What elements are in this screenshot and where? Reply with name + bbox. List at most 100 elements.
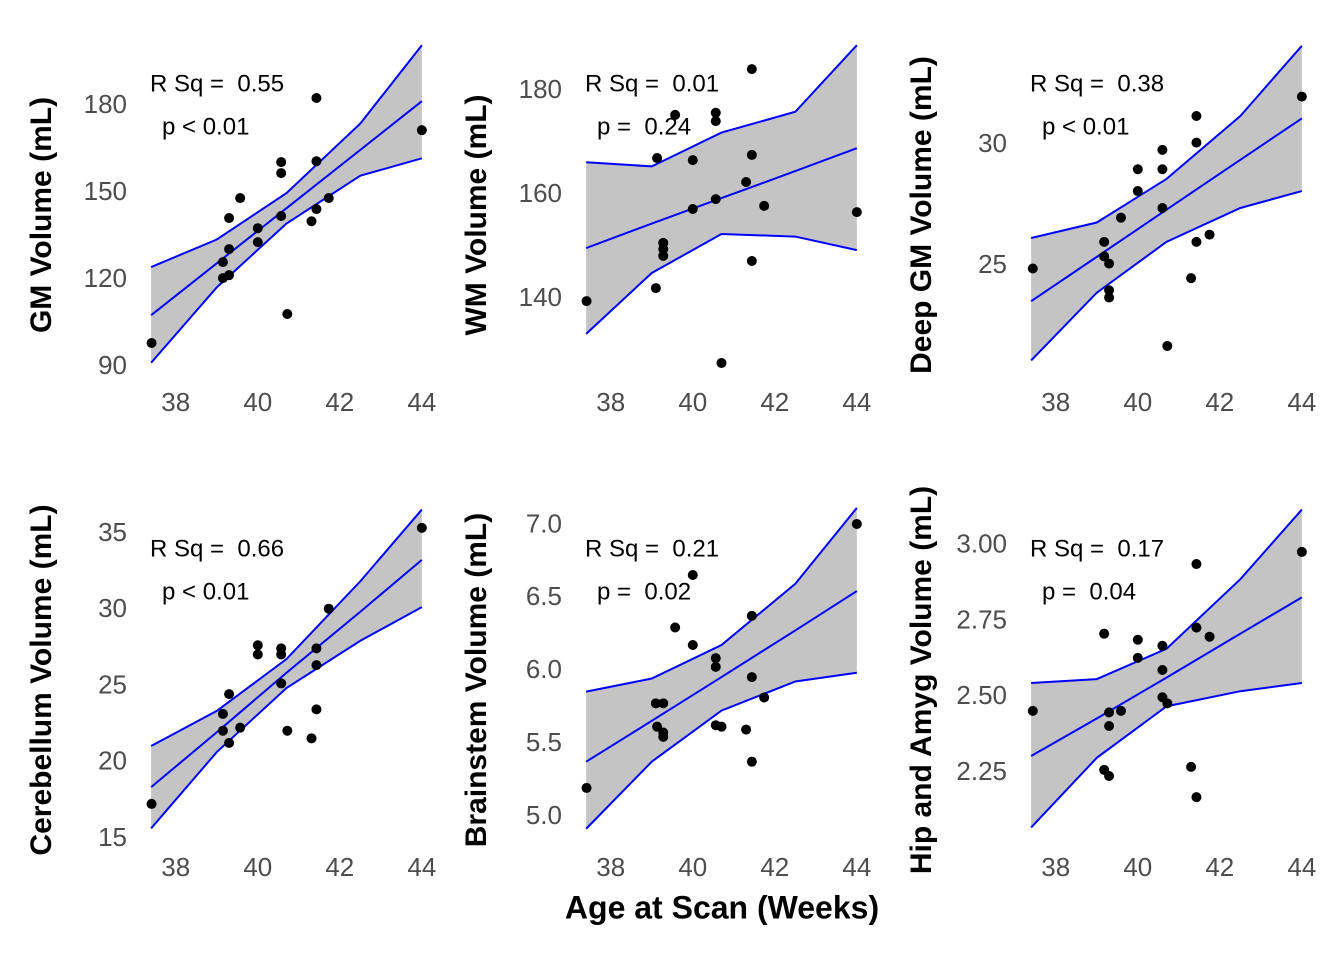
data-point: [1296, 91, 1307, 102]
data-point: [1162, 340, 1173, 351]
data-point: [746, 256, 757, 267]
x-axis-title: Age at Scan (Weeks): [565, 889, 879, 925]
data-point: [851, 518, 862, 529]
x-tick-label: 40: [243, 852, 272, 882]
data-point: [416, 125, 427, 136]
data-point: [1132, 634, 1143, 645]
x-tick-label: 38: [161, 387, 190, 417]
data-point: [235, 193, 246, 204]
data-point: [658, 698, 669, 709]
data-point: [1104, 707, 1115, 718]
confidence-band: [1031, 45, 1302, 361]
x-tick-label: 44: [1287, 852, 1316, 882]
data-point: [252, 649, 263, 660]
annotation: R Sq = 0.17: [1030, 535, 1164, 562]
data-point: [658, 250, 669, 261]
data-point: [224, 244, 235, 255]
data-point: [276, 678, 287, 689]
y-tick-label: 2.25: [956, 756, 1007, 786]
x-tick-label: 44: [407, 387, 436, 417]
data-point: [759, 200, 770, 211]
data-point: [1157, 164, 1168, 175]
data-point: [1099, 628, 1110, 639]
data-point: [1191, 559, 1202, 570]
annotation: p < 0.01: [162, 113, 249, 140]
data-point: [311, 156, 322, 167]
data-point: [276, 168, 287, 179]
data-point: [224, 689, 235, 700]
data-point: [311, 204, 322, 215]
y-tick-label: 6.5: [526, 581, 562, 611]
confidence-line: [150, 606, 423, 829]
data-point: [658, 731, 669, 742]
data-point: [1162, 698, 1173, 709]
data-point: [224, 213, 235, 224]
x-tick-label: 42: [1205, 852, 1234, 882]
data-point: [1027, 263, 1038, 274]
data-point: [1104, 292, 1115, 303]
data-point: [1296, 546, 1307, 557]
confidence-line: [586, 44, 858, 168]
data-point: [146, 798, 157, 809]
annotation: R Sq = 0.21: [585, 535, 719, 562]
data-point: [224, 270, 235, 281]
data-point: [1191, 622, 1202, 633]
data-point: [1104, 285, 1115, 296]
data-point: [710, 194, 721, 205]
confidence-band: [586, 507, 857, 829]
annotation: R Sq = 0.66: [150, 535, 284, 562]
data-point: [1157, 640, 1168, 651]
data-point: [1099, 236, 1110, 247]
data-point: [252, 223, 263, 234]
annotation: p < 0.01: [1042, 113, 1129, 140]
data-point: [746, 64, 757, 75]
confidence-line: [1030, 190, 1303, 362]
y-axis-title: GM Volume (mL): [25, 97, 58, 333]
data-point: [282, 309, 293, 320]
y-axis-title: Deep GM Volume (mL): [905, 56, 938, 374]
data-point: [687, 570, 698, 580]
data-point: [217, 708, 228, 719]
panel: 38 40 42 44 15 20 25 30 35 Cerebellum Volume (mL)…: [25, 504, 436, 881]
annotation: p = 0.24: [597, 113, 691, 140]
y-axis-title: Hip and Amyg Volume (mL): [905, 486, 938, 874]
annotation: p = 0.04: [1042, 578, 1136, 605]
x-tick-label: 44: [842, 387, 871, 417]
data-point: [1132, 186, 1143, 197]
x-tick-label: 38: [596, 852, 625, 882]
fit-line: [585, 590, 858, 763]
y-axis-title: Cerebellum Volume (mL): [25, 504, 58, 855]
panel: 38 40 42 44 140 160 180 WM Volume (mL) R Sq = 0.…: [460, 44, 871, 417]
data-point: [716, 357, 727, 368]
data-point: [276, 649, 287, 660]
y-tick-label: 5.0: [526, 800, 562, 830]
annotation: R Sq = 0.38: [1030, 70, 1164, 97]
data-point: [741, 724, 752, 735]
data-point: [650, 698, 661, 709]
data-point: [276, 211, 287, 222]
data-point: [306, 216, 317, 227]
x-tick-label: 44: [407, 852, 436, 882]
confidence-line: [1031, 508, 1303, 685]
data-point: [746, 756, 757, 767]
confidence-line: [585, 507, 858, 693]
y-tick-label: 90: [98, 350, 127, 380]
data-point: [1104, 770, 1115, 781]
data-point: [710, 661, 721, 672]
data-point: [1157, 202, 1168, 213]
x-tick-label: 38: [596, 387, 625, 417]
x-tick-label: 44: [1287, 387, 1316, 417]
data-point: [1099, 251, 1110, 262]
data-point: [311, 92, 322, 103]
data-point: [1104, 721, 1115, 732]
data-point: [581, 296, 592, 307]
data-point: [224, 737, 235, 748]
data-point: [710, 653, 721, 664]
confidence-line: [150, 44, 423, 268]
x-tick-label: 40: [678, 852, 707, 882]
data-point: [710, 107, 721, 118]
y-tick-label: 6.0: [526, 654, 562, 684]
data-point: [217, 257, 228, 268]
data-point: [311, 643, 322, 654]
data-point: [1204, 631, 1215, 642]
